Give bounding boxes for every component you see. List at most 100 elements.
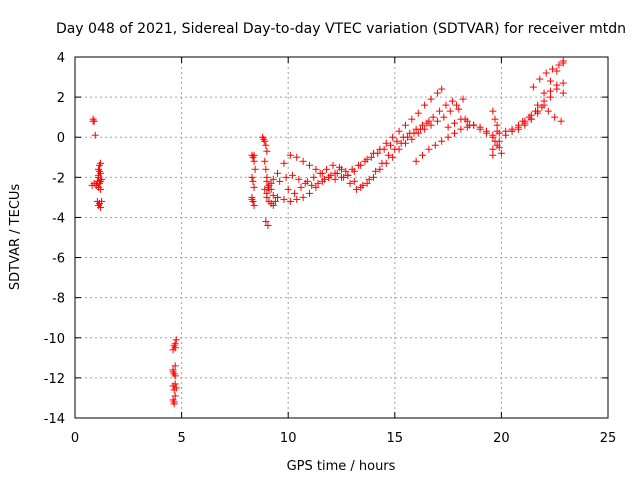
data-point (538, 103, 546, 111)
data-point (378, 159, 386, 167)
data-point (559, 57, 567, 65)
data-point (291, 189, 299, 197)
data-point (457, 125, 465, 133)
grid (75, 57, 608, 418)
x-tick-label: 0 (71, 431, 79, 446)
data-point (340, 173, 348, 181)
data-point (361, 157, 369, 165)
data-point (438, 137, 446, 145)
data-point (502, 131, 510, 139)
data-point (97, 203, 105, 211)
data-point (276, 177, 284, 185)
data-point (546, 77, 554, 85)
data-point (553, 67, 561, 75)
data-point (320, 175, 328, 183)
data-point (429, 113, 437, 121)
data-point (329, 161, 337, 169)
data-point (455, 105, 463, 113)
data-point (274, 193, 282, 201)
data-point (534, 101, 542, 109)
data-point (433, 117, 441, 125)
data-point (431, 141, 439, 149)
x-tick-label: 15 (387, 431, 404, 446)
data-point (316, 169, 324, 177)
data-point (395, 127, 403, 135)
data-point (489, 133, 497, 141)
data-point (250, 201, 258, 209)
data-point (250, 183, 258, 191)
data-point (248, 195, 256, 203)
data-point (557, 117, 565, 125)
data-point (251, 165, 259, 173)
data-point (312, 183, 320, 191)
data-point (519, 117, 527, 125)
data-point (553, 81, 561, 89)
data-point (408, 135, 416, 143)
data-point (508, 127, 516, 135)
data-point (271, 197, 279, 205)
data-point (438, 85, 446, 93)
data-point (459, 95, 467, 103)
data-point (335, 163, 343, 171)
data-point (453, 101, 461, 109)
data-point (387, 141, 395, 149)
data-point (425, 117, 433, 125)
data-point (482, 129, 490, 137)
data-point (299, 193, 307, 201)
data-point (393, 137, 401, 145)
data-point (269, 191, 277, 199)
data-point (369, 173, 377, 181)
data-point (397, 139, 405, 147)
data-point (491, 137, 499, 145)
data-point (97, 185, 105, 193)
data-point (89, 117, 97, 125)
y-tick-label: 4 (57, 51, 65, 66)
data-point (264, 183, 272, 191)
data-point (346, 179, 354, 187)
data-point (521, 121, 529, 129)
data-point (463, 123, 471, 131)
data-point (352, 185, 360, 193)
data-point (98, 197, 106, 205)
data-point (493, 121, 501, 129)
data-point (555, 61, 563, 69)
data-point (288, 171, 296, 179)
data-point (293, 153, 301, 161)
data-point (427, 95, 435, 103)
data-point (250, 157, 258, 165)
data-point (489, 107, 497, 115)
data-point (389, 133, 397, 141)
data-point (412, 157, 420, 165)
data-point (172, 384, 180, 392)
data-point (286, 151, 294, 159)
data-point (171, 344, 179, 352)
x-tick-label: 20 (493, 431, 510, 446)
data-point (433, 89, 441, 97)
data-point (549, 65, 557, 73)
data-point (267, 179, 275, 187)
y-axis-label: SDTVAR / TECUs (8, 184, 23, 291)
data-point (470, 121, 478, 129)
data-point (284, 185, 292, 193)
data-point (331, 175, 339, 183)
data-point (540, 89, 548, 97)
data-point (514, 125, 522, 133)
y-tick-label: -10 (44, 332, 65, 347)
data-point (384, 151, 392, 159)
data-point (262, 141, 270, 149)
data-point (171, 362, 179, 370)
data-point (363, 179, 371, 187)
data-point (450, 119, 458, 127)
data-point (170, 400, 178, 408)
data-point (262, 217, 270, 225)
data-point (303, 177, 311, 185)
chart-title: Day 048 of 2021, Sidereal Day-to-day VTE… (56, 21, 626, 37)
data-point (249, 177, 257, 185)
data-point (450, 129, 458, 137)
y-tick-label: -2 (52, 171, 65, 186)
data-point (544, 107, 552, 115)
data-point (342, 167, 350, 175)
data-point (299, 157, 307, 165)
data-point (442, 101, 450, 109)
